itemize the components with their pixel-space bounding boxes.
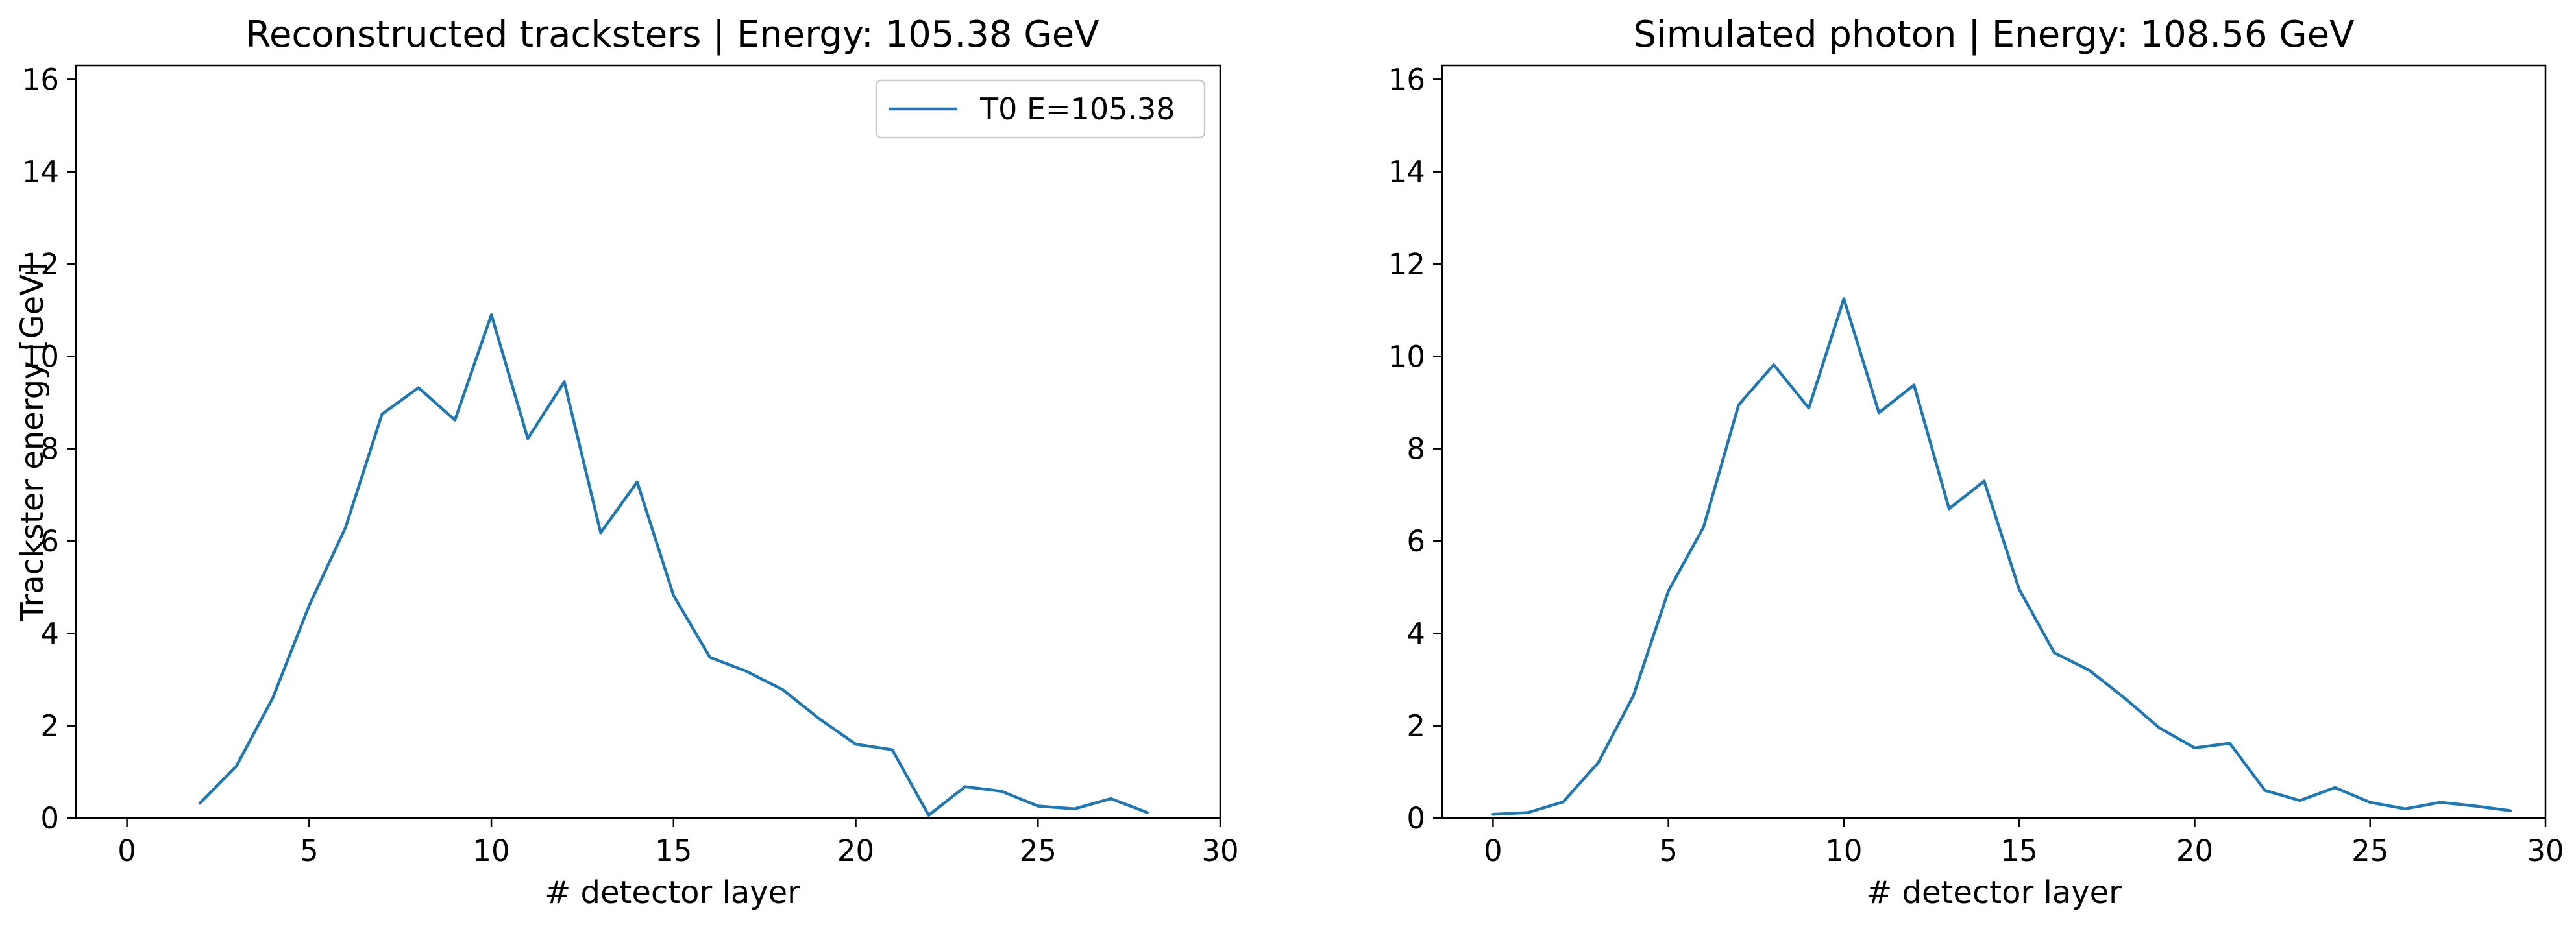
right-y-tick-label-0: 0	[1406, 801, 1425, 836]
right-plot-ticks: 0 5 10 15 20 25 30 0 2 4 6 8 10 12 14 16	[1388, 62, 2564, 868]
right-x-tick-label-5: 5	[1659, 834, 1678, 868]
legend-box	[875, 79, 1206, 139]
right-x-tick-label-20: 20	[2176, 834, 2213, 868]
right-x-tick-label-10: 10	[1825, 834, 1862, 868]
left-plot-xlabel: # detector layer	[545, 875, 800, 911]
left-x-tick-label-5: 5	[300, 834, 319, 868]
left-plot-frame	[75, 64, 1221, 819]
left-y-tick-label-10: 10	[22, 339, 59, 374]
legend: T0 E=105.38	[875, 79, 1206, 139]
left-y-tick-label-16: 16	[22, 62, 59, 97]
right-plot-title: Simulated photon | Energy: 108.56 GeV	[1634, 14, 2355, 56]
right-y-tick-label-8: 8	[1406, 432, 1425, 466]
right-y-tick-label-16: 16	[1388, 62, 1425, 97]
left-x-tick-label-10: 10	[472, 834, 509, 868]
right-y-tick-label-14: 14	[1388, 155, 1425, 189]
left-plot-ticks: 0 5 10 15 20 25 30 0 2 4 6 8 10 12 14 16	[22, 62, 1239, 868]
left-x-tick-label-20: 20	[837, 834, 874, 868]
left-plot-title: Reconstructed tracksters | Energy: 105.3…	[246, 14, 1099, 56]
left-x-tick-label-25: 25	[1020, 834, 1057, 868]
left-y-tick-label-2: 2	[40, 709, 59, 743]
left-x-tick-label-15: 15	[655, 834, 692, 868]
right-x-tick-label-0: 0	[1484, 834, 1503, 868]
right-x-tick-label-30: 30	[2527, 834, 2564, 868]
left-series-line-0	[198, 313, 1149, 817]
right-plot-xlabel: # detector layer	[1866, 875, 2122, 911]
right-y-tick-label-6: 6	[1406, 524, 1425, 559]
left-y-tick-label-14: 14	[22, 155, 59, 189]
left-y-tick-label-8: 8	[40, 432, 59, 466]
left-plot-ylabel: Trackster energy [GeV]	[14, 262, 51, 621]
right-y-tick-label-2: 2	[1406, 709, 1425, 743]
left-y-tick-label-6: 6	[40, 524, 59, 559]
left-plot: Reconstructed tracksters | Energy: 105.3…	[14, 14, 1239, 911]
left-x-tick-label-30: 30	[1201, 834, 1238, 868]
right-y-tick-label-12: 12	[1388, 247, 1425, 282]
left-y-tick-label-4: 4	[40, 616, 59, 651]
left-y-tick-label-12: 12	[22, 247, 59, 282]
right-plot: Simulated photon | Energy: 108.56 GeV 0 5…	[1388, 14, 2564, 911]
right-plot-series	[1491, 297, 2512, 816]
right-plot-frame	[1441, 64, 2547, 819]
right-y-tick-label-4: 4	[1406, 616, 1425, 651]
right-x-tick-label-15: 15	[2001, 834, 2038, 868]
left-x-tick-label-0: 0	[117, 834, 136, 868]
right-y-tick-label-10: 10	[1388, 339, 1425, 374]
left-plot-series	[198, 313, 1149, 817]
right-series-line-0	[1491, 297, 2512, 816]
left-y-tick-label-0: 0	[40, 801, 59, 836]
right-x-tick-label-25: 25	[2351, 834, 2388, 868]
legend-entry-label: T0 E=105.38	[979, 91, 1175, 127]
